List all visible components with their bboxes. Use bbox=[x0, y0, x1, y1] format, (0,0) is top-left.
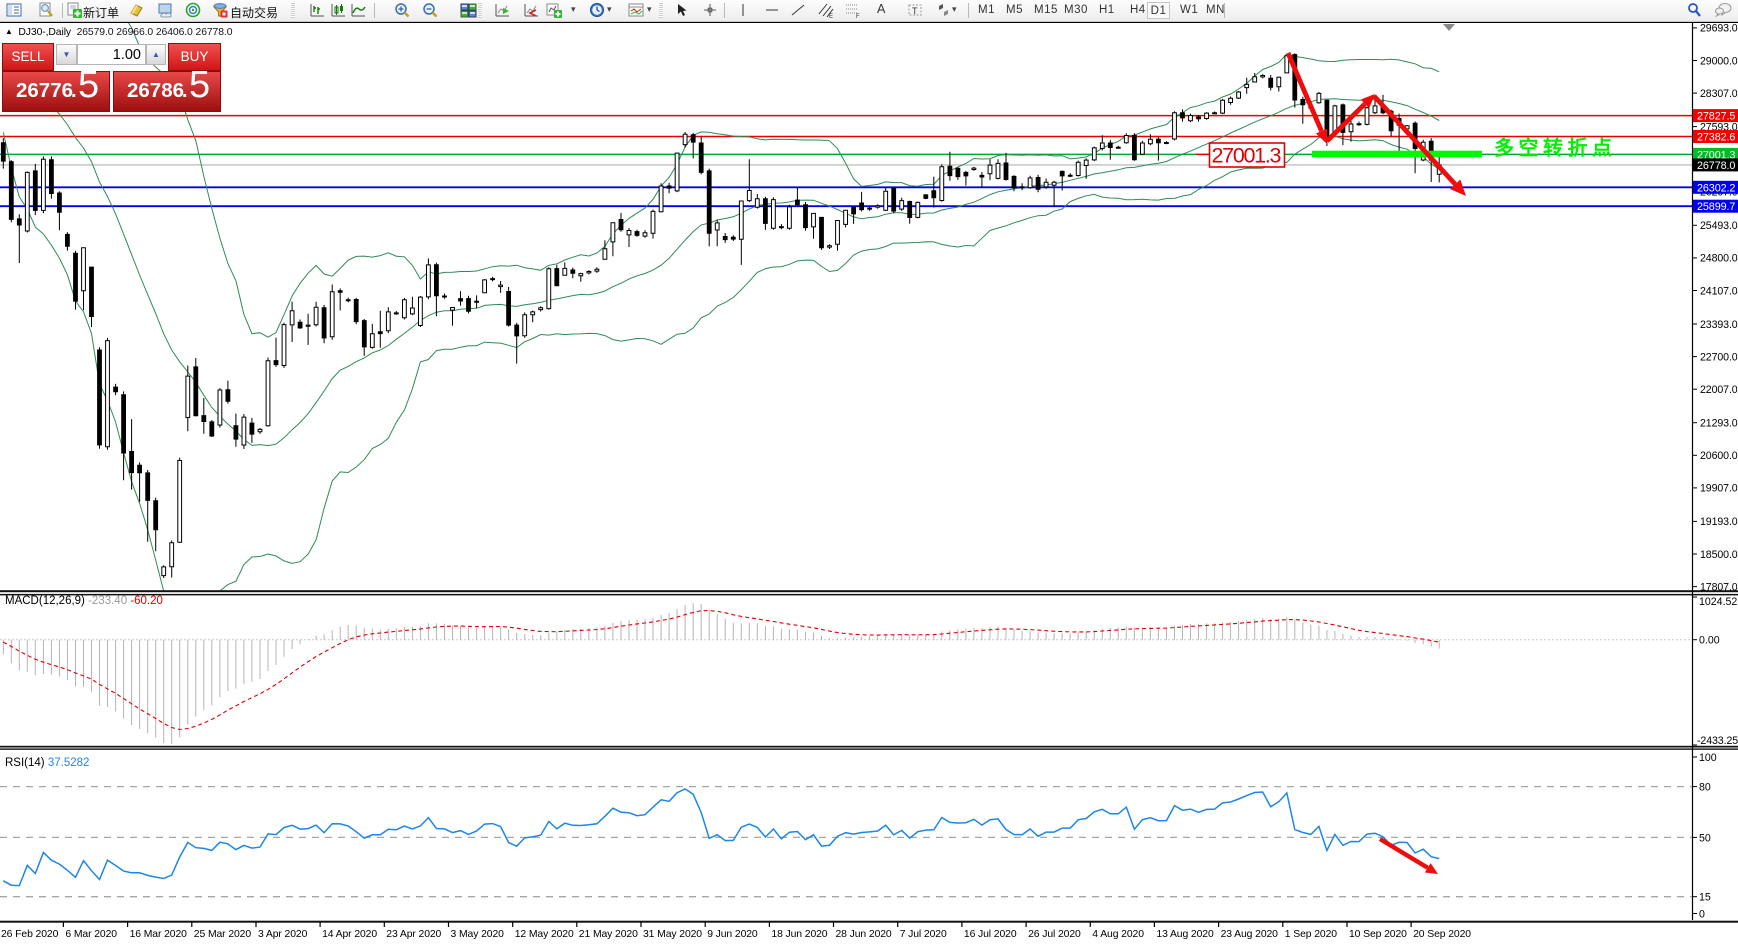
svg-text:20 Sep 2020: 20 Sep 2020 bbox=[1413, 929, 1471, 940]
svg-text:25493.0: 25493.0 bbox=[1700, 220, 1738, 232]
svg-text:26302.2: 26302.2 bbox=[1697, 182, 1735, 194]
svg-text:1 Sep 2020: 1 Sep 2020 bbox=[1285, 929, 1337, 940]
svg-text:T: T bbox=[912, 6, 918, 16]
svg-text:29000.0: 29000.0 bbox=[1700, 55, 1738, 67]
svg-text:多空转折点: 多空转折点 bbox=[1494, 136, 1612, 160]
svg-text:19907.0: 19907.0 bbox=[1700, 483, 1738, 495]
svg-text:100: 100 bbox=[1699, 752, 1717, 764]
svg-text:27827.5: 27827.5 bbox=[1697, 111, 1735, 123]
svg-text:22700.0: 22700.0 bbox=[1700, 351, 1738, 363]
svg-text:13 Aug 2020: 13 Aug 2020 bbox=[1156, 929, 1214, 940]
svg-text:18500.0: 18500.0 bbox=[1700, 549, 1738, 561]
svg-text:25 Mar 2020: 25 Mar 2020 bbox=[194, 929, 252, 940]
svg-text:28307.0: 28307.0 bbox=[1700, 88, 1738, 100]
svg-text:50: 50 bbox=[1699, 832, 1711, 844]
svg-text:20600.0: 20600.0 bbox=[1700, 450, 1738, 462]
svg-text:10 Sep 2020: 10 Sep 2020 bbox=[1349, 929, 1407, 940]
svg-text:15: 15 bbox=[1699, 892, 1711, 904]
svg-text:22007.0: 22007.0 bbox=[1700, 384, 1738, 396]
svg-text:80: 80 bbox=[1699, 782, 1711, 794]
svg-text:19193.0: 19193.0 bbox=[1700, 516, 1738, 528]
svg-text:18 Jun 2020: 18 Jun 2020 bbox=[771, 929, 827, 940]
svg-text:7 Jul 2020: 7 Jul 2020 bbox=[900, 929, 947, 940]
svg-text:14 Apr 2020: 14 Apr 2020 bbox=[322, 929, 377, 940]
svg-text:24107.0: 24107.0 bbox=[1700, 285, 1738, 297]
svg-text:23 Aug 2020: 23 Aug 2020 bbox=[1221, 929, 1279, 940]
svg-text:3 May 2020: 3 May 2020 bbox=[451, 929, 505, 940]
svg-text:28 Jun 2020: 28 Jun 2020 bbox=[836, 929, 892, 940]
svg-text:4 Aug 2020: 4 Aug 2020 bbox=[1092, 929, 1144, 940]
svg-text:12 May 2020: 12 May 2020 bbox=[515, 929, 574, 940]
svg-text:23393.0: 23393.0 bbox=[1700, 319, 1738, 331]
svg-text:16 Jul 2020: 16 Jul 2020 bbox=[964, 929, 1017, 940]
svg-text:23 Apr 2020: 23 Apr 2020 bbox=[386, 929, 441, 940]
svg-text:9 Jun 2020: 9 Jun 2020 bbox=[707, 929, 758, 940]
svg-text:26 Feb 2020: 26 Feb 2020 bbox=[1, 929, 59, 940]
svg-text:16 Mar 2020: 16 Mar 2020 bbox=[130, 929, 188, 940]
svg-text:17807.0: 17807.0 bbox=[1700, 581, 1738, 593]
svg-text:6 Mar 2020: 6 Mar 2020 bbox=[65, 929, 117, 940]
svg-text:25899.7: 25899.7 bbox=[1697, 201, 1735, 213]
svg-text:27001.3: 27001.3 bbox=[1212, 144, 1282, 168]
svg-text:1024.52: 1024.52 bbox=[1699, 596, 1737, 608]
svg-text:F: F bbox=[856, 14, 860, 19]
svg-text:21 May 2020: 21 May 2020 bbox=[579, 929, 638, 940]
svg-text:27382.6: 27382.6 bbox=[1697, 132, 1735, 144]
svg-text:3 Apr 2020: 3 Apr 2020 bbox=[258, 929, 308, 940]
svg-text:31 May 2020: 31 May 2020 bbox=[643, 929, 702, 940]
svg-text:26 Jul 2020: 26 Jul 2020 bbox=[1028, 929, 1081, 940]
svg-text:21293.0: 21293.0 bbox=[1700, 418, 1738, 430]
svg-text:24800.0: 24800.0 bbox=[1700, 253, 1738, 265]
svg-text:-2433.25: -2433.25 bbox=[1697, 735, 1738, 747]
svg-text:MACD(12,26,9) -233.40 -60.20: MACD(12,26,9) -233.40 -60.20 bbox=[5, 595, 163, 607]
svg-text:RSI(14) 37.5282: RSI(14) 37.5282 bbox=[5, 757, 89, 769]
svg-text:E: E bbox=[829, 14, 833, 19]
svg-text:26778.0: 26778.0 bbox=[1697, 160, 1735, 172]
svg-text:29693.0: 29693.0 bbox=[1700, 23, 1738, 35]
svg-text:0: 0 bbox=[1699, 909, 1705, 921]
svg-text:0.00: 0.00 bbox=[1699, 635, 1720, 647]
